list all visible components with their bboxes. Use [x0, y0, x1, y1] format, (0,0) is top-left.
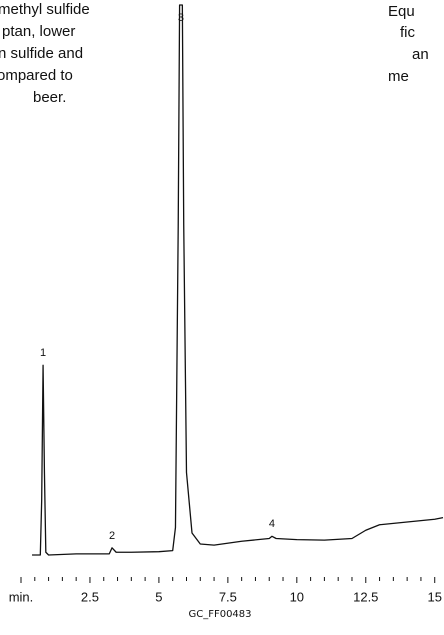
- x-tick-label: 7.5: [219, 589, 237, 604]
- x-tick-label: min.: [9, 589, 34, 604]
- paragraph-line: me: [388, 68, 409, 85]
- x-tick-label: 5: [155, 589, 162, 604]
- paragraph-line: Equ: [388, 3, 415, 20]
- trace: [32, 4, 444, 556]
- peak-label: 2: [109, 530, 115, 542]
- paragraph-line: fic: [400, 24, 416, 41]
- x-tick-label: 15: [427, 589, 441, 604]
- x-tick-label: 10: [290, 589, 304, 604]
- x-tick-label: 12.5: [353, 589, 378, 604]
- caption: GC_FF00483: [188, 609, 251, 620]
- paragraph-line: an: [412, 46, 429, 63]
- peak-label: 4: [269, 518, 275, 530]
- peak-label: 1: [40, 347, 46, 359]
- peak-label: 3: [178, 12, 184, 24]
- paragraph-line: methyl sulfide: [0, 1, 90, 18]
- paragraph-line: n sulfide and: [0, 45, 83, 62]
- x-tick-label: 2.5: [81, 589, 99, 604]
- paragraph-line: ptan, lower: [2, 23, 75, 40]
- paragraph-line: beer.: [33, 89, 66, 106]
- paragraph-line: ompared to: [0, 67, 73, 84]
